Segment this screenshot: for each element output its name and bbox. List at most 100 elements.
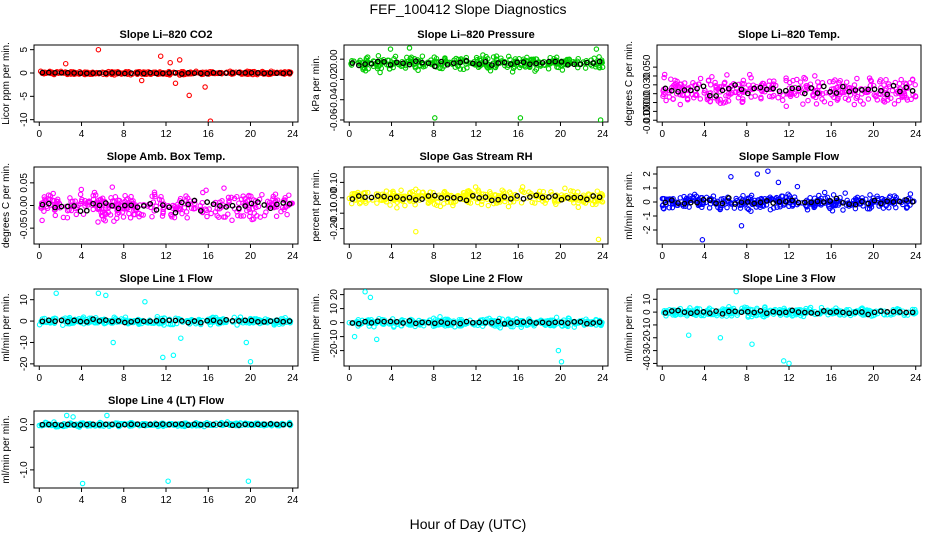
data-point [694,306,700,313]
reference-point [457,195,464,202]
figure-title: FEF_100412 Slope Diagnostics [369,1,567,17]
data-point [907,191,914,197]
reference-point [514,193,521,199]
reference-point [450,60,457,67]
reference-point [185,70,192,76]
reference-point [71,70,77,76]
reference-point [469,60,476,67]
data-point [151,191,158,198]
data-point [830,192,837,198]
reference-point [368,320,375,326]
reference-point [533,60,540,67]
y-tick-label: 0.000 [642,98,653,123]
data-point [803,204,810,210]
x-tick-label: 12 [160,251,172,262]
data-point [800,101,806,107]
reference-point [431,63,438,70]
reference-point [393,318,400,325]
data-point [39,316,46,322]
data-point [851,82,858,88]
reference-point [261,70,268,77]
panel-4: Slope Amb. Box Temp. 0 4 8 12 16 20 24 -0.050.00… [1,151,299,262]
reference-point [210,201,217,208]
x-tick-label: 8 [744,373,750,384]
data-point [794,310,801,316]
reference-point [675,88,681,95]
data-point [696,81,702,87]
reference-point [668,87,675,94]
outlier-point [207,118,214,122]
reference-point [527,194,533,200]
reference-point [565,62,571,68]
reference-point [495,196,502,203]
reference-point [280,70,287,77]
reference-point [362,318,368,325]
reference-point [457,59,464,66]
data-point [50,197,56,204]
data-point [739,80,745,87]
reference-point [457,320,464,327]
reference-point [507,195,514,202]
data-point [817,310,823,317]
x-tick-label: 4 [79,373,85,384]
x-tick-label: 4 [79,129,85,140]
data-point [502,62,508,69]
y-tick-label: 0 [329,319,340,325]
reference-point [267,70,274,76]
reference-point [757,84,764,91]
reference-point [374,318,381,325]
data-point [153,203,159,210]
reference-point [431,192,438,199]
x-tick-label: 24 [910,129,922,140]
reference-point [381,58,387,65]
reference-point [255,421,261,428]
data-point [740,77,747,84]
data-point [799,90,806,96]
reference-point [128,70,135,76]
reference-point [833,308,840,315]
panel-title: Slope Line 1 Flow [120,273,213,285]
reference-point [159,317,166,324]
data-point [847,92,854,98]
data-point [868,204,875,210]
reference-point [109,70,115,76]
data-point [391,323,397,329]
data-point [876,78,883,85]
data-point [691,94,697,101]
panel-9: Slope Line 3 Flow 0 4 8 12 16 20 24 -40-30-20-10… [624,273,922,384]
x-tick-label: 4 [79,495,85,506]
x-tick-label: 24 [597,129,609,140]
data-point [819,96,825,102]
data-point [722,99,729,105]
data-point [707,82,714,88]
data-point [723,93,729,99]
x-tick-label: 16 [513,373,525,384]
data-point [760,203,767,209]
data-point [431,201,438,207]
y-axis-label: percent per min. [311,169,322,241]
x-tick-label: 4 [389,373,395,384]
reference-point [147,200,154,207]
data-point [826,79,833,85]
data-point [415,67,421,74]
reference-point [102,70,109,77]
reference-point [840,309,846,316]
data-point [682,203,689,209]
reference-point [662,310,669,316]
reference-point [286,318,293,324]
x-tick-label: 4 [79,251,85,262]
reference-point [444,320,451,327]
data-point [881,96,887,102]
reference-point [897,309,903,315]
reference-point [217,319,223,325]
reference-point [438,319,445,325]
reference-point [584,59,590,66]
reference-point [782,198,789,205]
x-tick-label: 16 [203,251,215,262]
data-point [126,210,132,217]
data-point [244,207,250,214]
data-point [86,198,92,204]
data-point [571,324,578,330]
data-point [111,218,117,224]
